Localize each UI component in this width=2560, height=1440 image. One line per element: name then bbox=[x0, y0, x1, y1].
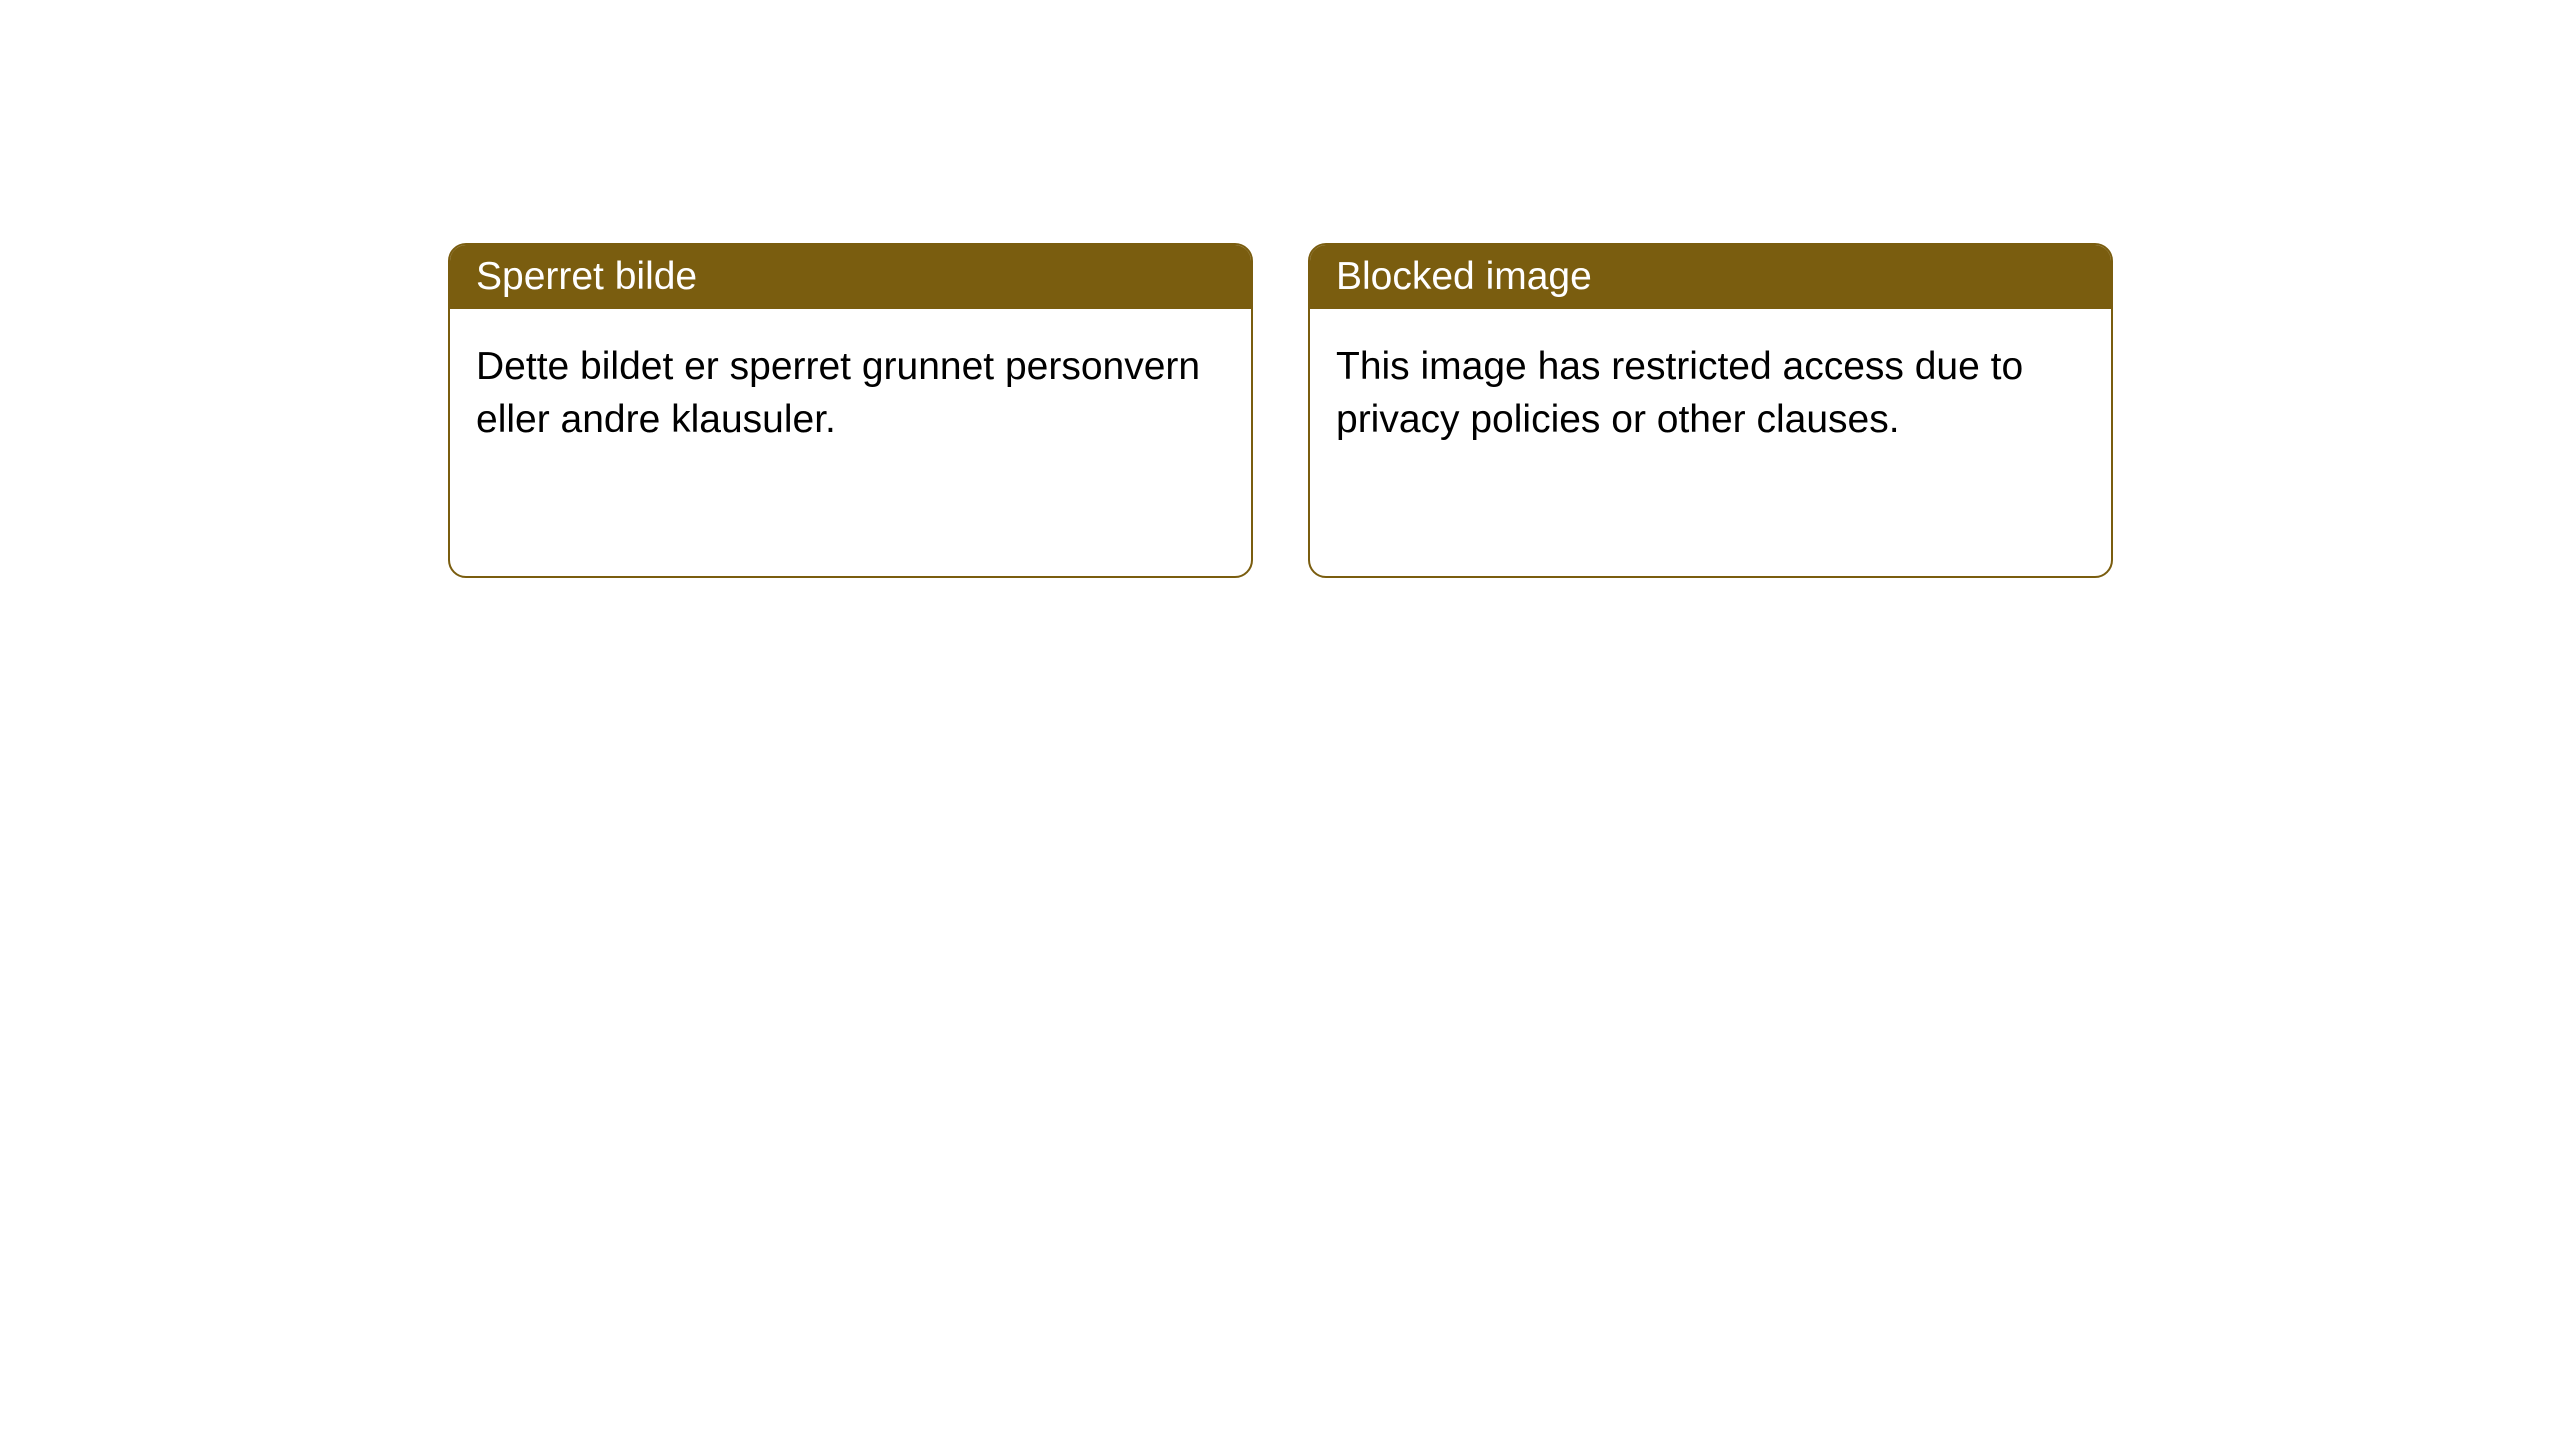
notice-container: Sperret bilde Dette bildet er sperret gr… bbox=[0, 0, 2560, 578]
card-title: Blocked image bbox=[1310, 245, 2111, 309]
blocked-image-card-no: Sperret bilde Dette bildet er sperret gr… bbox=[448, 243, 1253, 578]
card-title: Sperret bilde bbox=[450, 245, 1251, 309]
blocked-image-card-en: Blocked image This image has restricted … bbox=[1308, 243, 2113, 578]
card-body-text: Dette bildet er sperret grunnet personve… bbox=[450, 309, 1251, 478]
card-body-text: This image has restricted access due to … bbox=[1310, 309, 2111, 478]
